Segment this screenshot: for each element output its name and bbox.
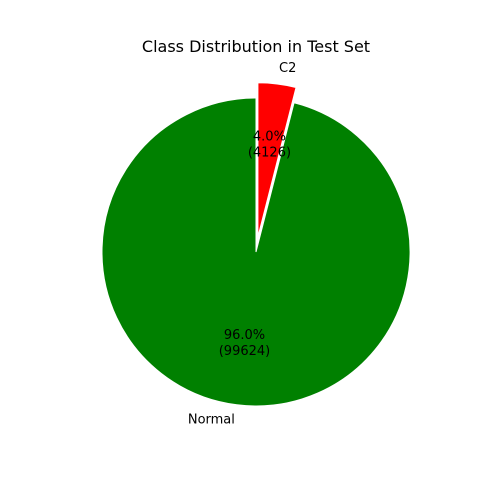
pie-slice-c2	[257, 82, 297, 237]
pie-slice-normal	[101, 97, 411, 407]
slice-count-label-normal: (99624)	[219, 344, 271, 359]
slice-count-label-c2: (4126)	[248, 146, 291, 161]
pie-labels: C2 4.0%(4126) Normal 96.0%(99624)	[188, 61, 297, 427]
slice-percent-label-normal: 96.0%	[224, 328, 265, 343]
slice-name-label-normal: Normal	[188, 413, 235, 428]
pie-slices	[101, 82, 411, 407]
chart-title: Class Distribution in Test Set	[142, 37, 370, 56]
slice-percent-label-c2: 4.0%	[253, 130, 286, 145]
slice-name-label-c2: C2	[279, 61, 296, 76]
